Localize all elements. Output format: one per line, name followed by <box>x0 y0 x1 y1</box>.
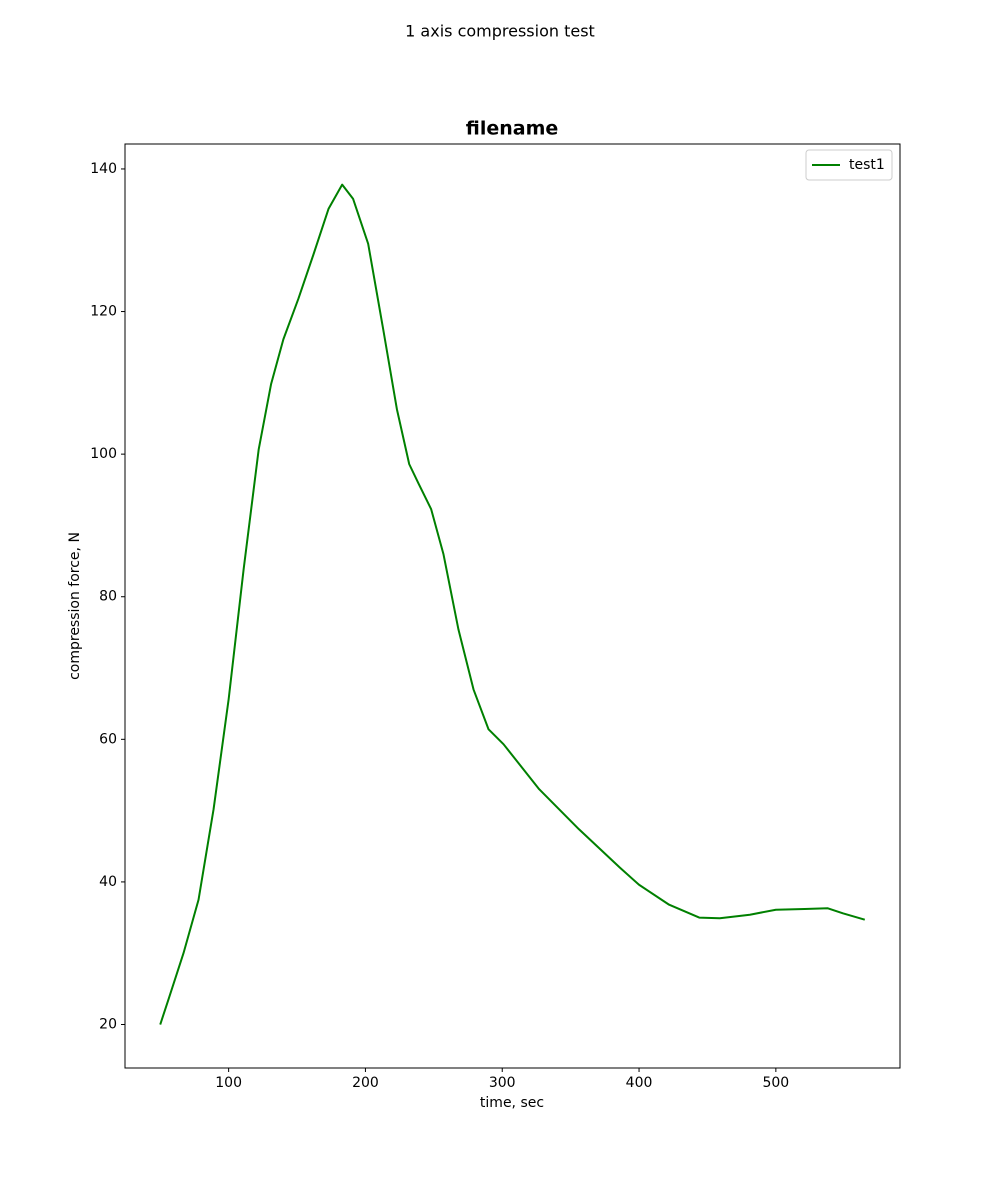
legend-box <box>805 149 893 181</box>
x-tick-label: 300 <box>489 1075 516 1091</box>
y-tick-label: 60 <box>99 731 117 747</box>
x-tick-label: 200 <box>352 1075 379 1091</box>
chart-title: filename <box>466 118 559 140</box>
data-line <box>159 183 866 1025</box>
x-axis-label: time, sec <box>480 1095 544 1111</box>
y-tick-label: 20 <box>99 1017 117 1033</box>
legend-label: test1 <box>849 157 885 173</box>
suptitle: 1 axis compression test <box>405 22 595 41</box>
y-tick-label: 140 <box>90 161 117 177</box>
x-tick-label: 400 <box>626 1075 653 1091</box>
y-tick-label: 80 <box>99 589 117 605</box>
x-tick-label: 100 <box>215 1075 242 1091</box>
plot-frame <box>124 143 901 1069</box>
y-tick-label: 40 <box>99 874 117 890</box>
y-tick-label: 100 <box>90 446 117 462</box>
y-axis-label: compression force, N <box>67 532 83 680</box>
y-tick-label: 120 <box>90 304 117 320</box>
x-tick-label: 500 <box>762 1075 789 1091</box>
